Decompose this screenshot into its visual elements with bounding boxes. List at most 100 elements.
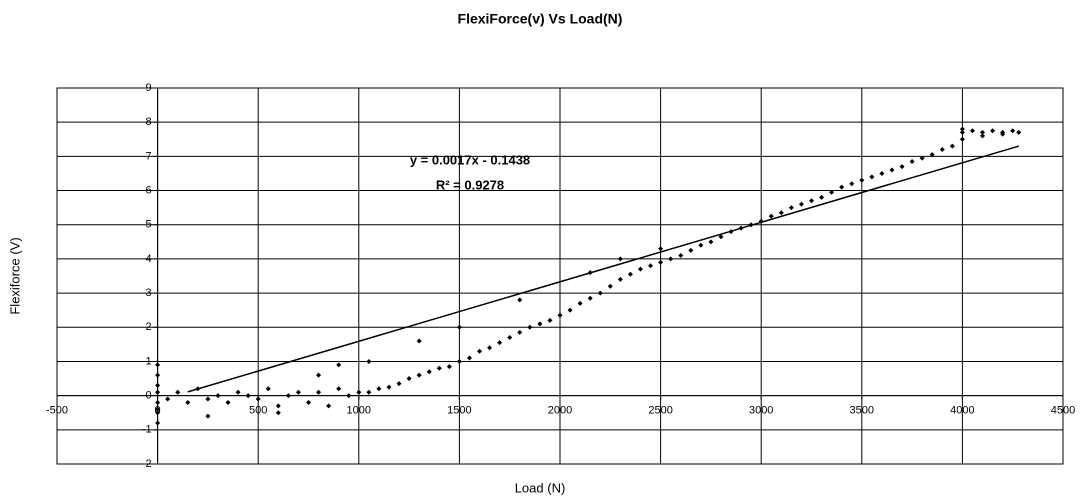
data-point (527, 324, 533, 330)
data-point (617, 256, 623, 262)
data-point (205, 413, 211, 419)
x-tick-label: 3000 (749, 405, 773, 417)
data-point (939, 147, 945, 153)
data-point (1010, 128, 1016, 134)
data-point (959, 126, 965, 132)
data-point (356, 389, 362, 395)
data-point (225, 399, 231, 405)
data-point (155, 399, 161, 405)
data-point (1016, 129, 1022, 135)
x-tick-label: 2500 (648, 405, 672, 417)
data-point (990, 128, 996, 134)
x-tick-label: 2000 (548, 405, 572, 417)
data-point (668, 256, 674, 262)
data-point (969, 128, 975, 134)
data-point (869, 174, 875, 180)
data-point (285, 393, 291, 399)
data-point (416, 372, 422, 378)
data-point (497, 340, 503, 346)
data-point (718, 234, 724, 240)
y-tick-label: 5 (145, 219, 151, 231)
data-point (929, 152, 935, 158)
x-axis-label: Load (N) (515, 480, 566, 495)
data-point (617, 276, 623, 282)
data-point (849, 181, 855, 187)
data-point (155, 406, 161, 412)
data-point (829, 189, 835, 195)
data-point (155, 410, 161, 416)
data-point (275, 410, 281, 416)
x-tick-label: 4500 (1051, 405, 1075, 417)
data-point (889, 167, 895, 173)
data-point (879, 170, 885, 176)
data-point (336, 386, 342, 392)
data-point (477, 348, 483, 354)
data-point (839, 184, 845, 190)
data-point (326, 403, 332, 409)
data-point (275, 403, 281, 409)
data-point (245, 393, 251, 399)
y-tick-label: 1 (145, 355, 151, 367)
y-tick-label: 6 (145, 184, 151, 196)
data-point (678, 252, 684, 258)
data-point (1000, 131, 1006, 137)
y-axis-label: Flexiforce (V) (7, 237, 22, 314)
data-point (859, 177, 865, 183)
data-point (798, 201, 804, 207)
data-point (416, 338, 422, 344)
data-point (386, 384, 392, 390)
y-tick-label: 4 (145, 253, 151, 265)
y-tick-label: 8 (145, 116, 151, 128)
data-point (658, 246, 664, 252)
data-point (698, 242, 704, 248)
data-point (466, 355, 472, 361)
data-point (658, 259, 664, 265)
chart-title: FlexiForce(v) Vs Load(N) (458, 11, 623, 27)
data-point (949, 143, 955, 149)
data-point (255, 396, 261, 402)
data-point (306, 399, 311, 405)
data-point (446, 364, 452, 370)
y-tick-label: 9 (145, 82, 151, 94)
data-point (295, 389, 301, 395)
y-tick-label: -2 (142, 458, 152, 470)
data-point (155, 420, 161, 426)
data-point (768, 213, 774, 219)
data-point (155, 382, 161, 388)
data-point (175, 389, 181, 395)
data-point (316, 372, 322, 378)
data-point (346, 393, 352, 399)
data-point (980, 129, 986, 135)
data-point (587, 295, 593, 301)
y-tick-label: 3 (145, 287, 151, 299)
data-point (265, 386, 271, 392)
data-point (517, 329, 523, 335)
data-point (155, 362, 161, 368)
data-point (919, 155, 925, 161)
data-point (155, 389, 161, 395)
trendline (187, 145, 1019, 393)
data-point (899, 164, 905, 170)
data-point (336, 362, 342, 368)
data-point (456, 358, 462, 364)
data-point (165, 396, 171, 402)
data-point (788, 205, 794, 211)
data-point (517, 297, 523, 303)
x-tick-label: 3500 (850, 405, 874, 417)
data-point (426, 369, 432, 375)
x-tick-label: 4000 (950, 405, 974, 417)
y-tick-label: -1 (142, 424, 152, 436)
data-point (637, 266, 643, 272)
y-tick-label: 7 (145, 150, 151, 162)
y-tick-label: 2 (145, 321, 151, 333)
data-point (648, 263, 654, 269)
data-point (376, 386, 382, 392)
data-point (155, 372, 161, 378)
data-point (215, 393, 221, 399)
data-point (456, 324, 462, 330)
x-tick-label: 1000 (347, 405, 371, 417)
r-squared: R² = 0.9278 (436, 177, 504, 192)
x-tick-label: 500 (249, 405, 267, 417)
data-point (597, 290, 603, 296)
x-tick-label: 1500 (447, 405, 471, 417)
